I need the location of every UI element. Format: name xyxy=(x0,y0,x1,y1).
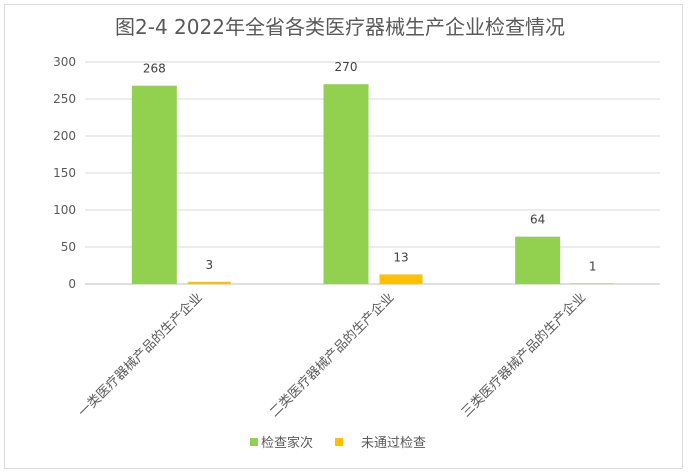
bar-failed xyxy=(187,281,231,284)
y-tick-label: 300 xyxy=(53,55,76,69)
chart-title: 图2-4 2022年全省各类医疗器械生产企业检查情况 xyxy=(115,15,565,39)
data-label: 64 xyxy=(530,213,545,227)
legend-label: 检查家次 xyxy=(261,435,313,451)
bar-inspections xyxy=(323,84,369,284)
bar-inspections xyxy=(515,236,561,284)
data-label: 13 xyxy=(393,250,408,264)
y-tick-label: 0 xyxy=(68,277,76,291)
y-tick-label: 200 xyxy=(53,129,76,143)
y-tick-label: 250 xyxy=(53,92,76,106)
y-tick-label: 100 xyxy=(53,203,76,217)
bar-failed xyxy=(379,274,423,284)
data-label: 268 xyxy=(143,62,166,76)
chart-border xyxy=(4,4,683,469)
legend-swatch xyxy=(335,438,343,446)
x-category-label: 三类医疗器械产品的生产企业 xyxy=(458,290,589,421)
y-tick-label: 150 xyxy=(53,166,76,180)
bar-inspections xyxy=(131,85,177,285)
data-label: 270 xyxy=(335,60,358,74)
bar-failed xyxy=(571,283,615,285)
data-label: 1 xyxy=(589,259,597,273)
y-tick-label: 50 xyxy=(61,240,76,254)
legend-label: 未通过检查 xyxy=(361,436,426,451)
data-label: 3 xyxy=(206,258,214,272)
x-category-label: 二类医疗器械产品的生产企业 xyxy=(267,290,398,421)
x-category-label: 一类医疗器械产品的生产企业 xyxy=(75,290,206,421)
legend-swatch xyxy=(250,438,258,446)
